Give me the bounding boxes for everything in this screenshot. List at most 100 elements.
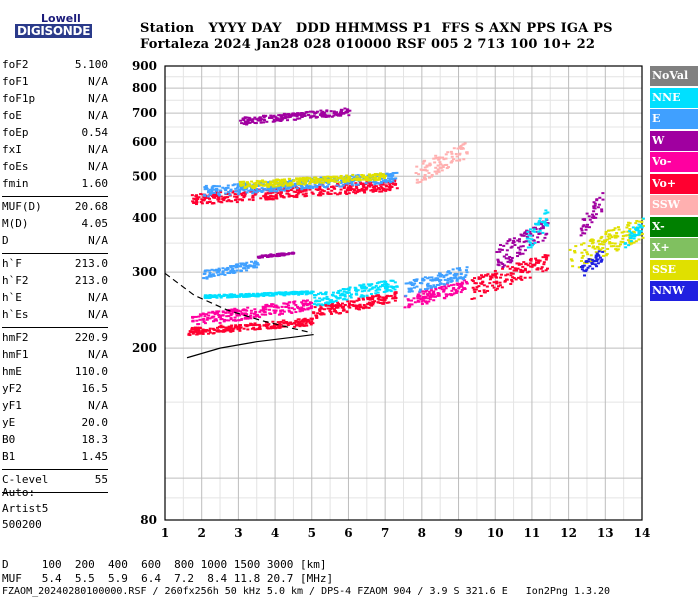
echo-point <box>361 175 365 178</box>
echo-point <box>527 270 531 273</box>
echo-point <box>614 234 618 237</box>
echo-point <box>598 243 602 246</box>
param-name: M(D) <box>2 217 29 230</box>
echo-point <box>281 309 285 312</box>
echo-point <box>321 192 325 195</box>
echo-point <box>521 265 525 268</box>
echo-point <box>367 283 371 286</box>
echo-point <box>535 261 539 264</box>
echo-point <box>257 327 261 330</box>
echo-point <box>332 180 336 183</box>
echo-point <box>455 272 459 275</box>
echo-point <box>432 284 436 287</box>
echo-point <box>335 111 339 114</box>
echo-point <box>229 327 233 330</box>
echo-point <box>230 309 234 312</box>
echo-point <box>341 288 345 291</box>
echo-point <box>346 188 350 191</box>
echo-point <box>529 232 533 235</box>
echo-point <box>630 232 634 235</box>
echo-point <box>482 291 486 294</box>
echo-point <box>393 172 397 175</box>
echo-point <box>237 189 241 192</box>
y-tick-label: 800 <box>132 81 157 95</box>
echo-point <box>305 176 309 179</box>
echo-point <box>315 316 319 319</box>
echo-point <box>257 323 261 326</box>
echo-point <box>243 186 247 189</box>
echo-point <box>504 257 508 260</box>
echo-point <box>585 268 589 271</box>
auto-label: Auto: <box>2 486 36 499</box>
echo-point <box>205 328 209 331</box>
echo-point <box>271 185 275 188</box>
echo-point <box>362 174 366 177</box>
echo-point <box>336 291 340 294</box>
echo-point <box>589 254 593 257</box>
echo-point <box>393 179 397 182</box>
echo-point <box>362 304 366 307</box>
echo-point <box>195 197 199 200</box>
echo-point <box>217 185 221 188</box>
echo-point <box>382 174 386 177</box>
echo-point <box>291 252 295 255</box>
echo-point <box>339 293 343 296</box>
echo-point <box>510 256 514 259</box>
echo-point <box>321 110 325 113</box>
echo-point <box>253 328 257 331</box>
echo-point <box>252 326 256 329</box>
echo-point <box>369 181 373 184</box>
echo-point <box>339 174 343 177</box>
echo-point <box>303 114 307 117</box>
echo-point <box>354 183 358 186</box>
echo-point <box>310 191 314 194</box>
echo-point <box>621 235 625 238</box>
echo-point <box>273 190 277 193</box>
echo-point <box>603 239 607 242</box>
echo-point <box>253 190 257 193</box>
echo-point <box>428 284 432 287</box>
echo-point <box>197 323 201 326</box>
param-value: 5.100 <box>74 58 108 71</box>
echo-point <box>505 242 509 245</box>
echo-point <box>321 179 325 182</box>
echo-point <box>390 174 394 177</box>
echo-point <box>336 297 340 300</box>
echo-point <box>246 328 250 331</box>
echo-point <box>339 175 343 178</box>
echo-point <box>221 311 225 314</box>
echo-point <box>518 248 522 251</box>
echo-point <box>425 289 429 292</box>
echo-point <box>258 316 262 319</box>
echo-point <box>597 203 601 206</box>
echo-point <box>277 184 281 187</box>
echo-point <box>212 332 216 335</box>
echo-point <box>348 306 352 309</box>
echo-point <box>376 182 380 185</box>
param-value: 110.0 <box>74 365 108 378</box>
echo-point <box>289 252 293 255</box>
echo-point <box>511 276 515 279</box>
echo-point <box>339 177 343 180</box>
echo-point <box>227 326 231 329</box>
echo-point <box>355 179 359 182</box>
echo-point <box>425 302 429 305</box>
echo-point <box>219 296 223 299</box>
param-value: N/A <box>88 348 108 361</box>
echo-point <box>458 153 462 156</box>
echo-point <box>204 294 208 297</box>
echo-point <box>369 302 373 305</box>
echo-point <box>511 266 515 269</box>
legend-item-nnw: NNW <box>650 281 698 301</box>
echo-point <box>395 171 399 174</box>
param-value: N/A <box>88 291 108 304</box>
echo-point <box>307 114 311 117</box>
echo-point <box>330 302 334 305</box>
param-value: 213.0 <box>74 274 108 287</box>
echo-point <box>601 254 605 257</box>
echo-point <box>254 310 258 313</box>
echo-point <box>198 331 202 334</box>
echo-point <box>519 270 523 273</box>
echo-point <box>268 197 272 200</box>
echo-point <box>641 224 645 227</box>
